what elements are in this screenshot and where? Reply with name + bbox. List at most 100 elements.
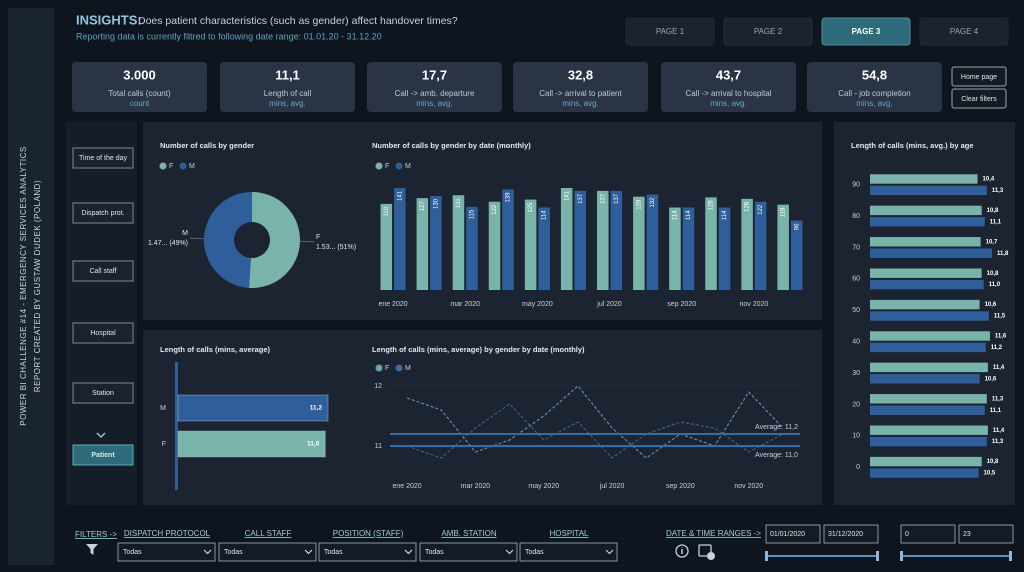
filter-value[interactable]: Todas — [425, 549, 444, 556]
filter-value[interactable]: Todas — [224, 549, 243, 556]
nav-button-label[interactable]: Dispatch prot. — [81, 210, 124, 217]
nav-button[interactable] — [72, 444, 134, 466]
bar-value-label: 10,4 — [983, 177, 995, 183]
nav-button[interactable] — [72, 202, 134, 224]
x-tick-label: nov 2020 — [739, 301, 768, 308]
x-tick-label: sep 2020 — [667, 301, 696, 308]
bar-value-label: 137 — [600, 193, 606, 204]
nav-button-label[interactable]: Time of the day — [79, 155, 127, 162]
filter-dropdown[interactable] — [318, 542, 417, 562]
hour-input-value[interactable]: 0 — [905, 531, 909, 538]
kpi-card — [661, 62, 796, 112]
hour-input-value[interactable]: 23 — [963, 531, 971, 538]
filter-value[interactable]: Todas — [324, 549, 343, 556]
range-slider-thumb[interactable] — [765, 551, 768, 561]
bar-value-label: 128 — [709, 200, 715, 211]
y-tick-label: 80 — [852, 213, 860, 220]
bar — [870, 342, 986, 353]
button-label[interactable]: Home page — [961, 74, 997, 81]
bar-value-label: 11,0 — [989, 282, 1001, 288]
page-tab[interactable] — [625, 17, 715, 46]
range-slider-thumb[interactable] — [900, 551, 903, 561]
nav-button-label[interactable]: Call staff — [89, 268, 116, 275]
nav-button-label[interactable]: Hospital — [90, 330, 116, 337]
page-tab-label[interactable]: PAGE 1 — [656, 27, 685, 36]
filter-dropdown[interactable] — [519, 542, 618, 562]
x-tick-label: mar 2020 — [450, 301, 480, 308]
filter-value[interactable]: Todas — [123, 549, 142, 556]
y-tick-label: F — [162, 441, 166, 448]
nav-button[interactable] — [72, 382, 134, 404]
y-tick-label: 70 — [852, 244, 860, 251]
bar — [870, 425, 988, 435]
bar-value-label: 11,3 — [992, 188, 1004, 194]
filter-dropdown[interactable] — [218, 542, 317, 562]
kpi-value: 54,8 — [862, 67, 887, 82]
hour-input[interactable] — [900, 524, 956, 544]
page-tab-label[interactable]: PAGE 3 — [852, 27, 881, 36]
x-tick-label: mar 2020 — [461, 483, 491, 490]
bar — [394, 188, 406, 290]
y-tick-label: 60 — [852, 276, 860, 283]
calendar-icon[interactable] — [698, 544, 712, 557]
bar-value-label: 114 — [673, 210, 679, 220]
bar — [705, 197, 717, 290]
bar-value-label: 118 — [781, 207, 787, 217]
page-tab-label[interactable]: PAGE 4 — [950, 27, 979, 36]
range-slider-thumb[interactable] — [1009, 551, 1012, 561]
nav-panel — [66, 122, 137, 505]
bar — [777, 204, 789, 290]
bar-value-label: 115 — [470, 209, 476, 219]
kpi-value: 11,1 — [275, 67, 300, 82]
y-tick-label: 0 — [856, 464, 860, 471]
bar-value-label: 11,0 — [307, 441, 320, 448]
nav-button[interactable] — [72, 322, 134, 344]
date-input[interactable] — [765, 524, 821, 544]
bar — [870, 468, 979, 478]
info-icon[interactable] — [675, 544, 689, 558]
x-tick-label: ene 2020 — [392, 483, 421, 490]
nav-button[interactable] — [72, 260, 134, 282]
page-tab[interactable] — [821, 17, 911, 46]
x-tick-label: jul 2020 — [599, 483, 625, 490]
page-tab-label[interactable]: PAGE 2 — [754, 27, 783, 36]
header-question: Does patient characteristics (such as ge… — [138, 15, 458, 27]
nav-button[interactable] — [72, 147, 134, 169]
bar — [633, 196, 645, 290]
y-tick-label: 20 — [852, 401, 860, 408]
bar-value-label: 10,8 — [987, 208, 999, 214]
kpi-label: Call -> amb. departure — [395, 89, 475, 98]
date-input[interactable] — [823, 524, 879, 544]
bar — [870, 311, 989, 321]
kpi-value: 43,7 — [716, 67, 741, 82]
bar-value-label: 122 — [492, 204, 498, 215]
nav-button-label[interactable]: Station — [92, 390, 114, 397]
y-tick-label: 12 — [374, 383, 382, 390]
bar — [790, 220, 803, 290]
bar-value-label: 127 — [420, 200, 426, 211]
dropdown-chevron — [304, 549, 313, 555]
button[interactable] — [951, 88, 1007, 109]
dropdown-chevron — [203, 549, 212, 555]
button[interactable] — [951, 66, 1007, 87]
bar — [870, 237, 981, 247]
line-series — [406, 403, 784, 459]
filter-icon — [86, 544, 98, 555]
bar-value-label: 137 — [614, 193, 620, 204]
range-slider-thumb[interactable] — [876, 551, 879, 561]
filter-dropdown[interactable] — [419, 542, 518, 562]
date-input-value[interactable]: 01/01/2020 — [770, 531, 805, 538]
nav-button-label[interactable]: Patient — [91, 452, 115, 459]
page-tab[interactable] — [919, 17, 1009, 46]
filter-dropdown[interactable] — [117, 542, 216, 562]
x-tick-label: jul 2020 — [596, 301, 622, 308]
bar — [870, 331, 990, 341]
date-input-value[interactable]: 31/12/2020 — [828, 531, 863, 538]
filter-value[interactable]: Todas — [525, 549, 544, 556]
hour-input[interactable] — [958, 524, 1014, 544]
button-label[interactable]: Clear filters — [961, 96, 997, 103]
page-tab[interactable] — [723, 17, 813, 46]
legend-marker — [159, 162, 167, 170]
kpi-value: 3.000 — [123, 67, 156, 82]
